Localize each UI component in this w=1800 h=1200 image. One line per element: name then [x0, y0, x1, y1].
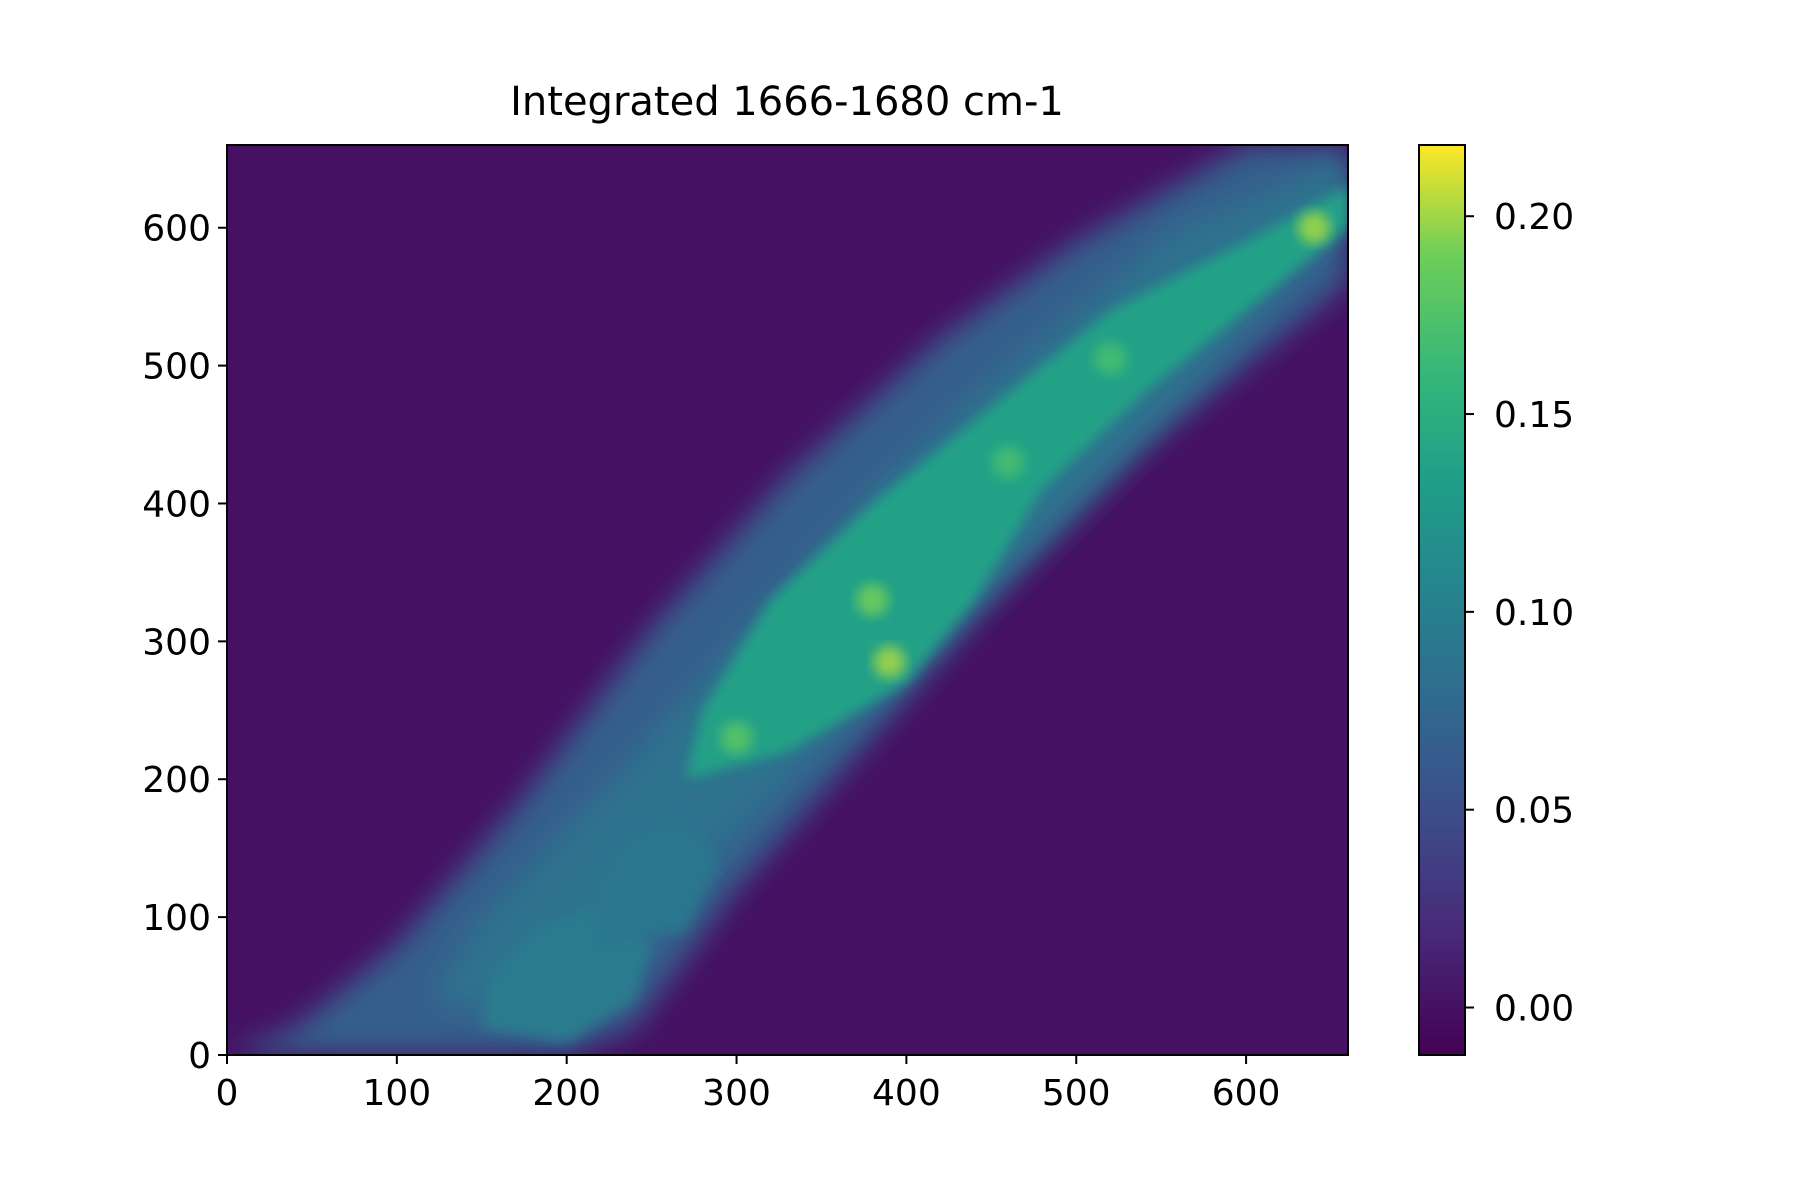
x-tick-label: 500 [1042, 1073, 1111, 1114]
heatmap-bright-spot [992, 446, 1025, 479]
colorbar-ticks: 0.00 0.05 0.10 0.15 0.20 [1465, 197, 1574, 1030]
y-tick-label: 500 [142, 347, 211, 388]
y-tick-label: 200 [142, 760, 211, 801]
y-tick-label: 100 [142, 898, 211, 939]
colorbar-tick-label: 0.20 [1494, 197, 1574, 238]
colorbar-tick-label: 0.05 [1494, 791, 1574, 832]
heatmap-bright-spot [856, 584, 889, 616]
plot-area [226, 144, 1349, 1056]
y-tick-label: 300 [142, 622, 211, 663]
heatmap-bright-spots [720, 211, 1331, 754]
y-tick-label: 600 [142, 209, 211, 250]
heatmap-bright-spot [873, 646, 906, 679]
colorbar-frame [1418, 144, 1466, 1056]
colorbar-tick-label: 0.10 [1494, 593, 1574, 634]
colorbar-tick-label: 0.00 [1494, 989, 1574, 1030]
chart-title: Integrated 1666-1680 cm-1 [510, 79, 1064, 125]
y-tick-label: 0 [188, 1036, 211, 1077]
x-tick-label: 0 [216, 1073, 239, 1114]
colorbar-gradient [1419, 145, 1465, 1055]
plot-frame [226, 144, 1349, 1056]
x-tick-label: 200 [532, 1073, 601, 1114]
colorbar: 0.00 0.05 0.10 0.15 0.20 [1418, 144, 1574, 1056]
heatmap-bright-spot [1298, 211, 1331, 244]
x-tick-label: 600 [1212, 1073, 1281, 1114]
x-axis: 0 100 200 300 400 500 600 [216, 1055, 1281, 1114]
heatmap-bright-spot [720, 721, 753, 754]
heatmap-bright-spot [1094, 342, 1127, 375]
colorbar-tick-label: 0.15 [1494, 395, 1574, 436]
x-tick-label: 400 [872, 1073, 941, 1114]
heatmap-region-gut-bright [685, 186, 1348, 780]
heatmap-region-mid-blob [592, 820, 720, 945]
y-tick-label: 400 [142, 484, 211, 525]
x-tick-label: 300 [702, 1073, 771, 1114]
heatmap-regions [227, 145, 1348, 1055]
x-tick-label: 100 [362, 1073, 431, 1114]
y-axis: 0 100 200 300 400 500 600 [142, 209, 227, 1077]
